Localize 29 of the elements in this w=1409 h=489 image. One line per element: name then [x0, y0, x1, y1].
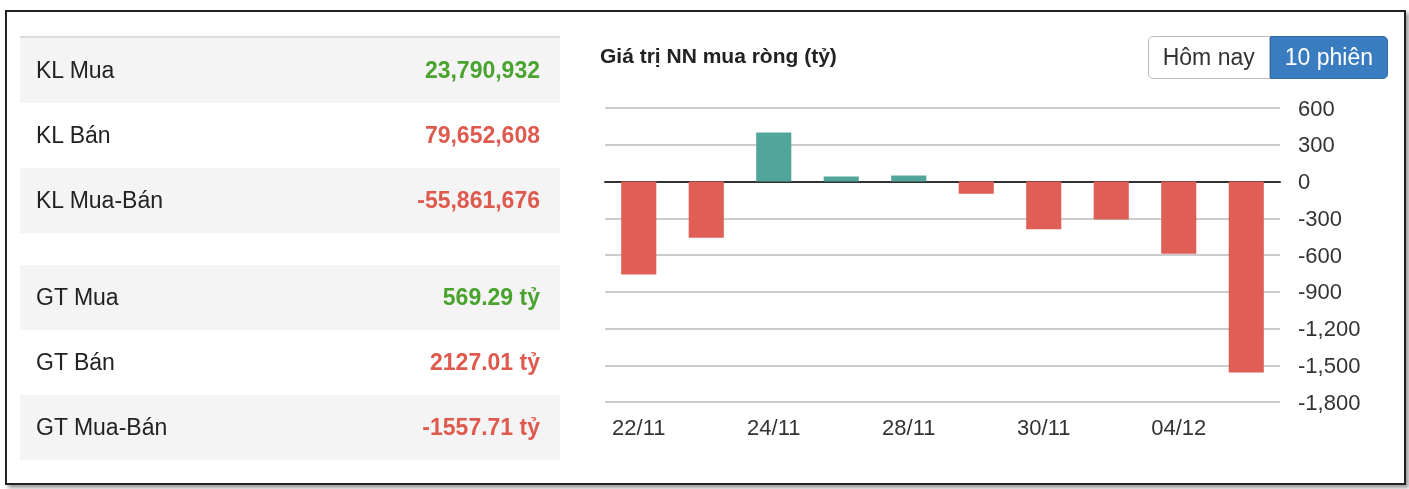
text: 23,790,932: [424, 57, 540, 83]
category-label: GT Mua: [36, 284, 119, 311]
chart-title: Giá trị NN mua ròng (tỷ): [600, 44, 837, 68]
text: 2127.01 tỷ: [430, 349, 540, 375]
category-label: GT Mua-Bán: [36, 414, 168, 441]
category-label: KL Mua: [36, 57, 115, 84]
y-tick-label: 300: [1298, 132, 1335, 158]
text: 79,652,608: [424, 122, 540, 148]
y-tick-label: 600: [1298, 95, 1335, 121]
y-tick-label: -1,200: [1298, 316, 1361, 341]
x-tick-label: 22/11: [612, 414, 666, 440]
y-tick-label: -900: [1298, 279, 1343, 305]
y-tick-label: -600: [1298, 242, 1343, 268]
x-tick-label: 30/11: [1017, 414, 1071, 440]
category-label: KL Bán: [36, 122, 111, 149]
y-tick-label: 0: [1298, 169, 1311, 194]
y-tick-label: -1,800: [1298, 389, 1361, 415]
text: -1557.71 tỷ: [422, 414, 540, 440]
x-tick-label: 04/12: [1151, 414, 1207, 440]
x-tick-label: 28/11: [882, 414, 936, 440]
x-tick-label: 24/11: [747, 414, 801, 440]
category-label: GT Bán: [36, 349, 115, 376]
text: -55,861,676: [417, 187, 540, 213]
y-tick-label: -300: [1298, 205, 1343, 231]
toggle-button: Hôm nay: [1147, 36, 1270, 79]
text: 569.29 tỷ: [442, 284, 540, 310]
category-label: KL Mua-Bán: [36, 187, 163, 214]
toggle-button: 10 phiên: [1269, 36, 1388, 79]
y-tick-label: -1,500: [1298, 352, 1361, 378]
